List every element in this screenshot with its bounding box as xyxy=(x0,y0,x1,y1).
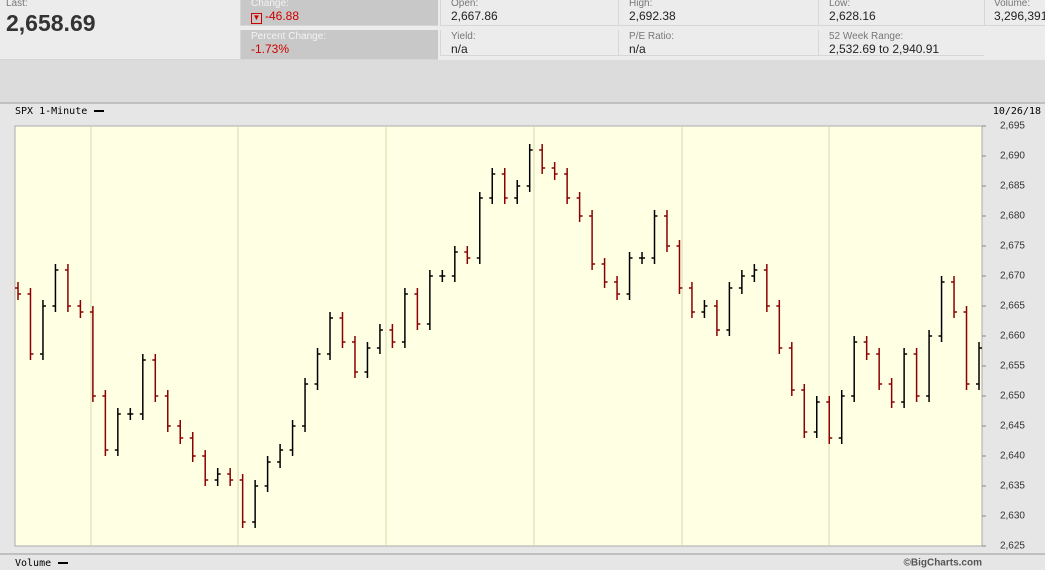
y-tick-label: 2,695 xyxy=(1000,121,1025,132)
yield-cell: Yield: n/a xyxy=(440,30,618,56)
label: Volume: xyxy=(994,0,1031,9)
label: Open: xyxy=(451,0,479,9)
y-tick-label: 2,650 xyxy=(1000,391,1025,402)
y-tick-label: 2,630 xyxy=(1000,511,1025,522)
value: 2,658.69 xyxy=(6,10,96,36)
value: 2,532.69 to 2,940.91 xyxy=(829,42,940,56)
y-tick-label: 2,640 xyxy=(1000,451,1025,462)
high-cell: High: 2,692.38 xyxy=(618,0,818,26)
volume-dash xyxy=(58,562,68,564)
y-tick-label: 2,645 xyxy=(1000,421,1025,432)
chart-date: 10/26/18 xyxy=(993,106,1041,117)
open-cell: Open: 2,667.86 xyxy=(440,0,618,26)
percent-cell: Percent Change: -1.73% xyxy=(240,30,438,60)
value: 2,628.16 xyxy=(829,9,876,23)
y-tick-label: 2,635 xyxy=(1000,481,1025,492)
lower-panel-label: Volume xyxy=(15,558,51,569)
label: Last: xyxy=(6,0,28,9)
change-cell: Change: ▼ -46.88 xyxy=(240,0,438,26)
value: n/a xyxy=(629,42,646,56)
label: 52 Week Range: xyxy=(829,31,904,42)
label: High: xyxy=(629,0,653,9)
y-tick-label: 2,660 xyxy=(1000,331,1025,342)
value: n/a xyxy=(451,42,468,56)
time-grid xyxy=(90,126,830,546)
y-tick-label: 2,625 xyxy=(1000,541,1025,552)
value: 2,667.86 xyxy=(451,9,498,23)
change-value: -46.88 xyxy=(265,9,300,23)
volume-cell: Volume: 3,296,391 xyxy=(984,0,1045,26)
label: Yield: xyxy=(451,31,476,42)
chart: SPX 1-Minute 10/26/18 Volume ©BigCharts.… xyxy=(0,102,1045,570)
y-tick-label: 2,690 xyxy=(1000,151,1025,162)
range-cell: 52 Week Range: 2,532.69 to 2,940.91 xyxy=(818,30,984,56)
value: ▼ -46.88 xyxy=(251,9,300,24)
title-dash xyxy=(94,110,104,112)
value: 3,296,391 xyxy=(994,9,1045,23)
credit: ©BigCharts.com xyxy=(904,558,983,569)
y-tick-label: 2,665 xyxy=(1000,301,1025,312)
label: Percent Change: xyxy=(251,31,327,42)
chart-title: SPX 1-Minute xyxy=(15,106,87,117)
y-tick-label: 2,675 xyxy=(1000,241,1025,252)
low-cell: Low: 2,628.16 xyxy=(818,0,984,26)
last-cell: Last: 2,658.69 xyxy=(0,0,240,60)
label: Change: xyxy=(251,0,289,9)
y-tick-label: 2,685 xyxy=(1000,181,1025,192)
label: P/E Ratio: xyxy=(629,31,675,42)
value: -1.73% xyxy=(251,42,290,56)
plot-area xyxy=(14,125,983,547)
y-tick-label: 2,670 xyxy=(1000,271,1025,282)
quote-header: Last: 2,658.69 Change: ▼ -46.88 Percent C… xyxy=(0,0,1045,60)
y-tick-label: 2,655 xyxy=(1000,361,1025,372)
label: Low: xyxy=(829,0,851,9)
value: 2,692.38 xyxy=(629,9,676,23)
pe-cell: P/E Ratio: n/a xyxy=(618,30,818,56)
y-tick-label: 2,680 xyxy=(1000,211,1025,222)
